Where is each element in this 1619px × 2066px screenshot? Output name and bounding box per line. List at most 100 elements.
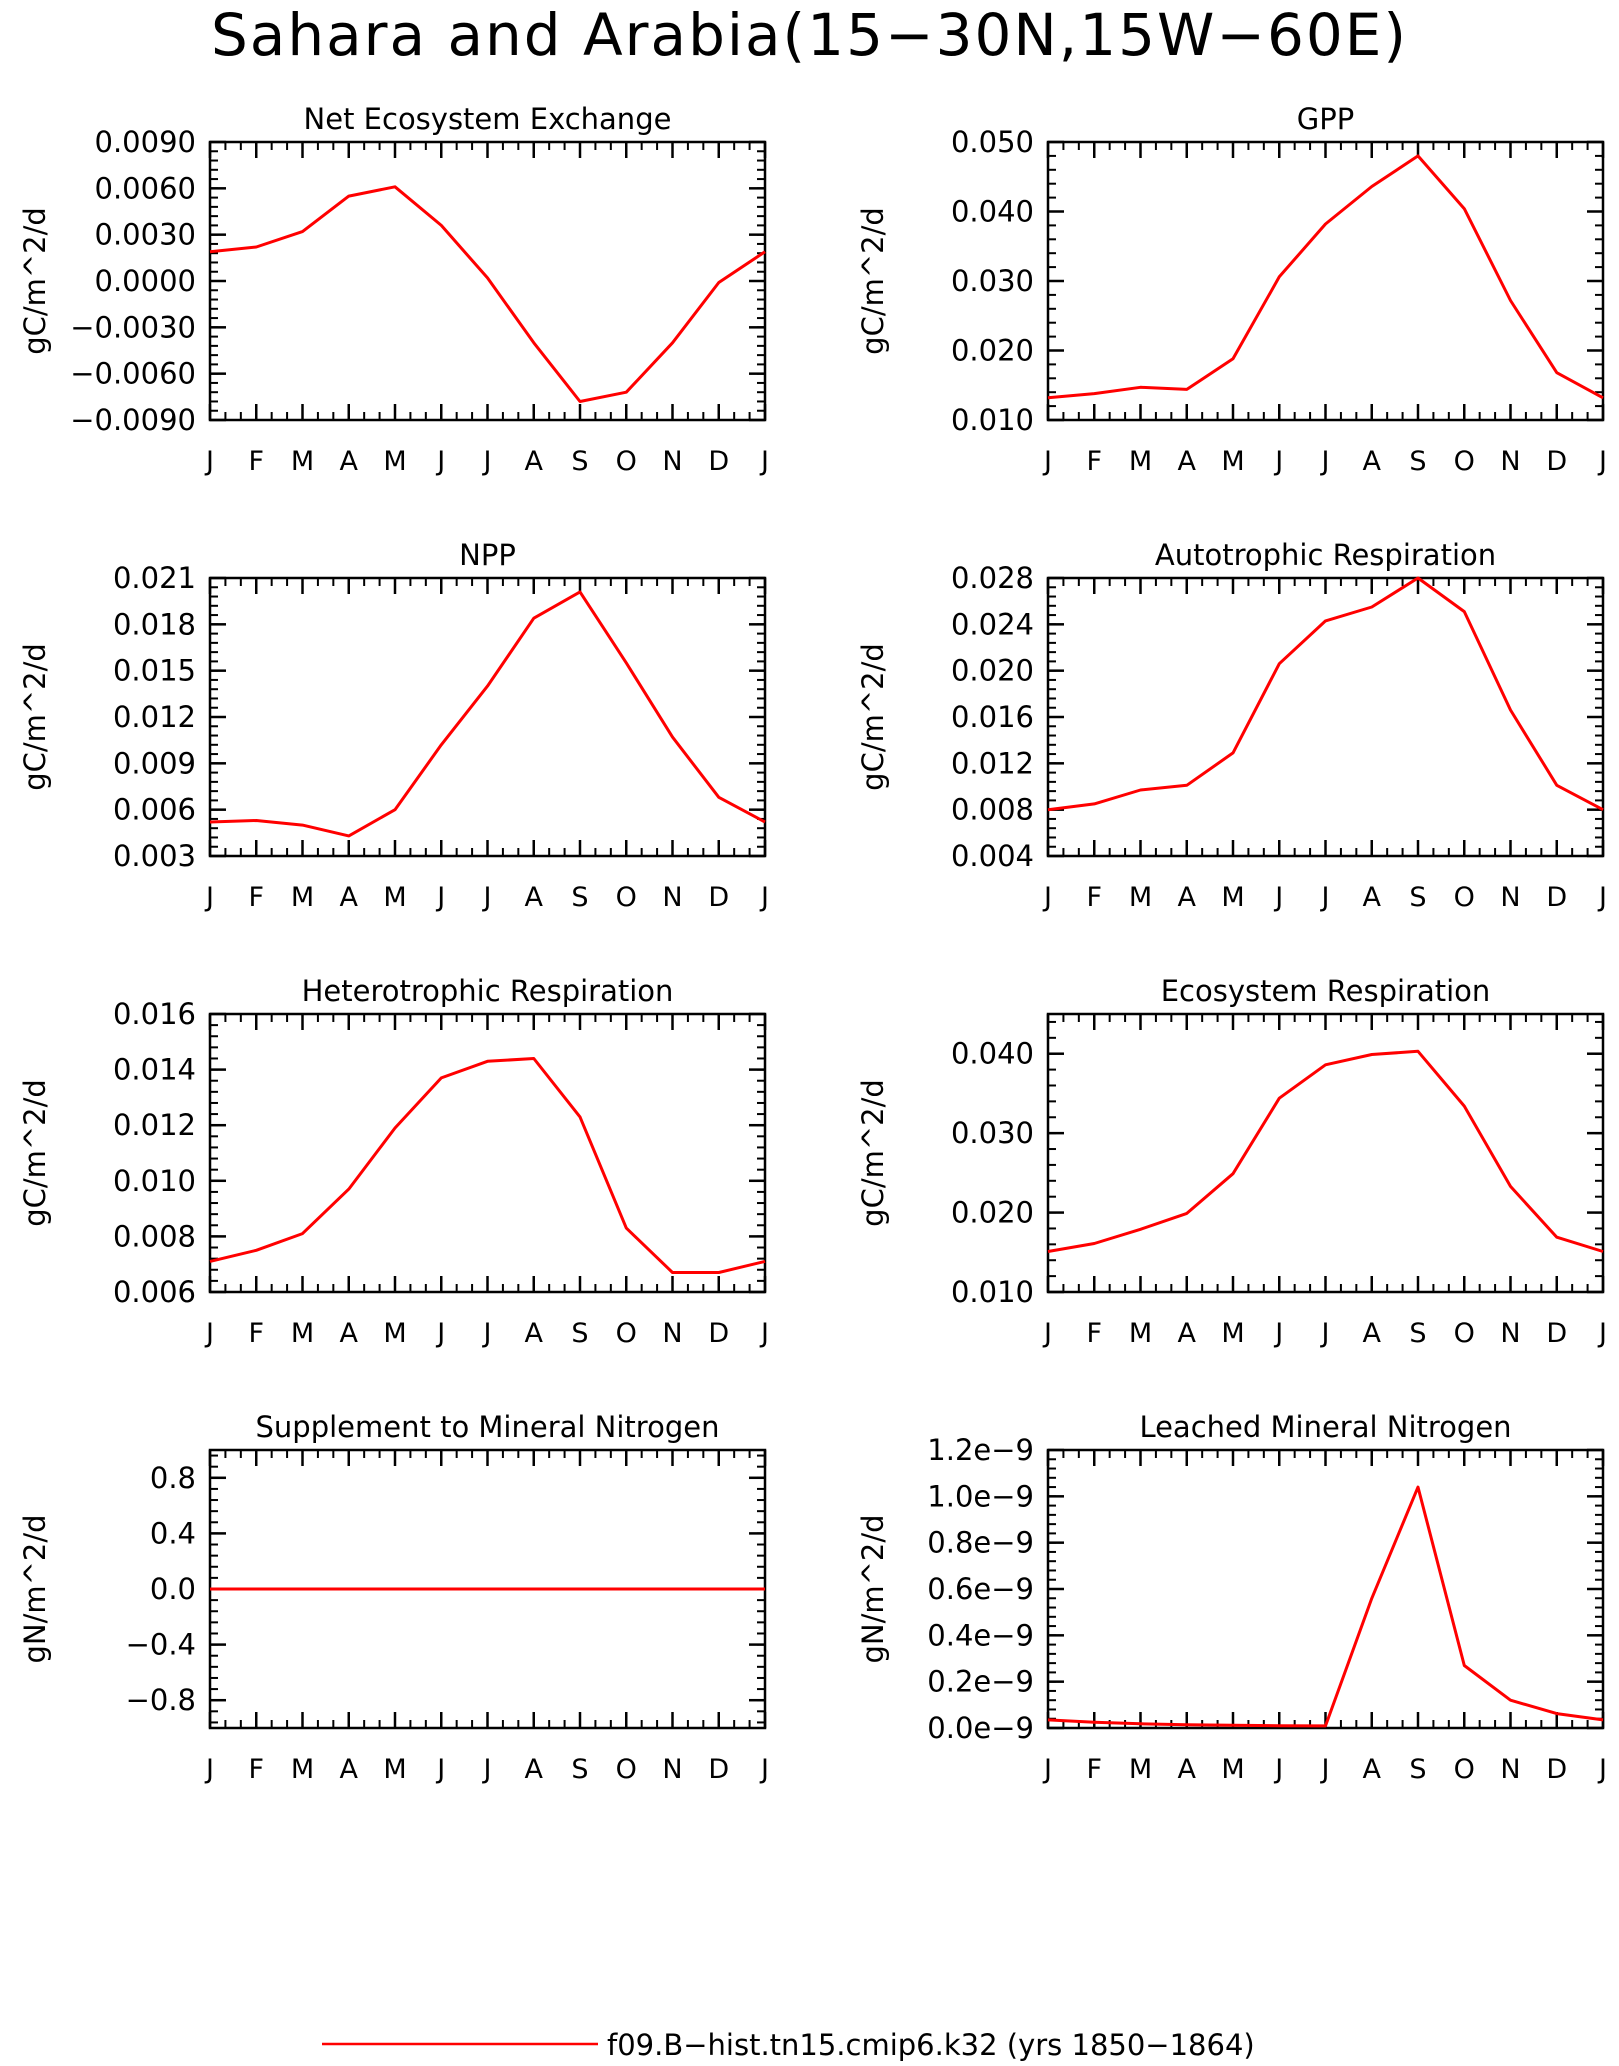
panel-title: Heterotrophic Respiration — [302, 974, 674, 1008]
panel-title: Autotrophic Respiration — [1155, 538, 1496, 572]
y-axis-label: gN/m^2/d — [856, 1514, 890, 1663]
x-tick-label: S — [1409, 882, 1426, 913]
x-tick-label: A — [1363, 1754, 1382, 1785]
x-tick-label: M — [383, 882, 406, 913]
plot-frame — [1046, 140, 1605, 422]
x-tick-label: J — [204, 446, 214, 477]
series-line — [209, 590, 766, 838]
x-tick-label: J — [435, 446, 445, 477]
y-axis-label: gN/m^2/d — [18, 1514, 52, 1663]
x-tick-label: M — [291, 1754, 314, 1785]
y-tick-label: −0.8 — [126, 1683, 196, 1717]
panel-title: NPP — [459, 538, 516, 572]
y-tick-label: 0.030 — [951, 264, 1034, 298]
x-tick-label: S — [1409, 1318, 1426, 1349]
page-title: Sahara and Arabia(15−30N,15W−60E) — [210, 1, 1409, 69]
series-line — [209, 1057, 766, 1274]
x-tick-label: A — [525, 882, 544, 913]
y-tick-label: 0.8 — [150, 1461, 196, 1495]
x-tick-label: N — [662, 1754, 682, 1785]
x-tick-label: A — [340, 1318, 359, 1349]
x-tick-label: J — [759, 882, 769, 913]
panel-title: GPP — [1297, 102, 1354, 136]
series-line — [1047, 1485, 1604, 1728]
x-tick-label: N — [1500, 1318, 1520, 1349]
x-tick-label: N — [662, 446, 682, 477]
panel-title: Ecosystem Respiration — [1161, 974, 1491, 1008]
y-axis-label: gC/m^2/d — [856, 1079, 890, 1227]
x-tick-label: J — [1042, 1318, 1052, 1349]
x-tick-label: N — [1500, 446, 1520, 477]
y-tick-label: 0.0090 — [95, 125, 196, 159]
y-axis-label: gC/m^2/d — [18, 207, 52, 355]
x-tick-label: S — [1409, 446, 1426, 477]
x-tick-label: O — [616, 882, 637, 913]
y-tick-label: 0.003 — [113, 839, 196, 873]
x-tick-label: M — [1221, 1754, 1244, 1785]
x-tick-label: J — [482, 1754, 492, 1785]
x-tick-label: A — [1178, 1754, 1197, 1785]
y-axis-label: gC/m^2/d — [856, 207, 890, 355]
x-tick-label: O — [616, 1754, 637, 1785]
y-tick-label: 0.024 — [951, 607, 1034, 641]
x-tick-label: D — [708, 1318, 729, 1349]
x-tick-label: J — [435, 1754, 445, 1785]
x-tick-label: J — [1273, 1754, 1283, 1785]
x-tick-label: J — [1320, 1318, 1330, 1349]
y-tick-label: 1.0e−9 — [927, 1479, 1034, 1513]
x-tick-label: A — [340, 882, 359, 913]
y-tick-label: 0.020 — [951, 334, 1034, 368]
x-tick-label: J — [1042, 1754, 1052, 1785]
y-tick-label: 0.014 — [113, 1053, 196, 1087]
x-tick-label: J — [1273, 1318, 1283, 1349]
x-tick-label: D — [1546, 446, 1567, 477]
x-tick-label: J — [204, 1754, 214, 1785]
x-tick-label: D — [708, 882, 729, 913]
x-tick-label: M — [1129, 882, 1152, 913]
x-tick-label: J — [759, 446, 769, 477]
x-tick-label: A — [1178, 446, 1197, 477]
x-tick-label: M — [383, 1754, 406, 1785]
x-tick-label: A — [1363, 1318, 1382, 1349]
x-tick-label: A — [1363, 446, 1382, 477]
y-tick-label: 0.016 — [113, 997, 196, 1031]
x-tick-label: J — [1042, 446, 1052, 477]
y-tick-label: 0.0030 — [95, 218, 196, 252]
y-tick-label: 0.021 — [113, 561, 196, 595]
x-tick-label: J — [482, 446, 492, 477]
x-tick-label: D — [1546, 882, 1567, 913]
x-tick-label: J — [1320, 1754, 1330, 1785]
x-tick-label: D — [1546, 1318, 1567, 1349]
x-tick-label: F — [248, 1318, 264, 1349]
x-tick-label: N — [1500, 1754, 1520, 1785]
x-tick-label: J — [1273, 882, 1283, 913]
x-tick-label: A — [525, 446, 544, 477]
series-line — [1047, 1049, 1604, 1253]
x-tick-label: J — [1597, 882, 1607, 913]
x-tick-label: O — [616, 446, 637, 477]
y-tick-label: 0.030 — [951, 1116, 1034, 1150]
x-tick-label: J — [1597, 1754, 1607, 1785]
x-tick-label: S — [571, 1754, 588, 1785]
y-tick-label: 0.020 — [951, 654, 1034, 688]
x-tick-label: A — [525, 1754, 544, 1785]
y-tick-label: 0.8e−9 — [927, 1526, 1034, 1560]
x-tick-label: M — [1221, 882, 1244, 913]
x-tick-label: M — [291, 1318, 314, 1349]
x-tick-label: S — [571, 882, 588, 913]
x-tick-label: S — [571, 446, 588, 477]
y-tick-label: 0.004 — [951, 839, 1034, 873]
x-tick-label: J — [1597, 446, 1607, 477]
x-tick-label: S — [1409, 1754, 1426, 1785]
x-tick-label: M — [1129, 1754, 1152, 1785]
x-tick-label: O — [1454, 882, 1475, 913]
x-tick-label: J — [435, 1318, 445, 1349]
y-tick-label: 0.050 — [951, 125, 1034, 159]
x-tick-label: A — [340, 1754, 359, 1785]
x-tick-label: M — [1221, 446, 1244, 477]
x-tick-label: A — [340, 446, 359, 477]
